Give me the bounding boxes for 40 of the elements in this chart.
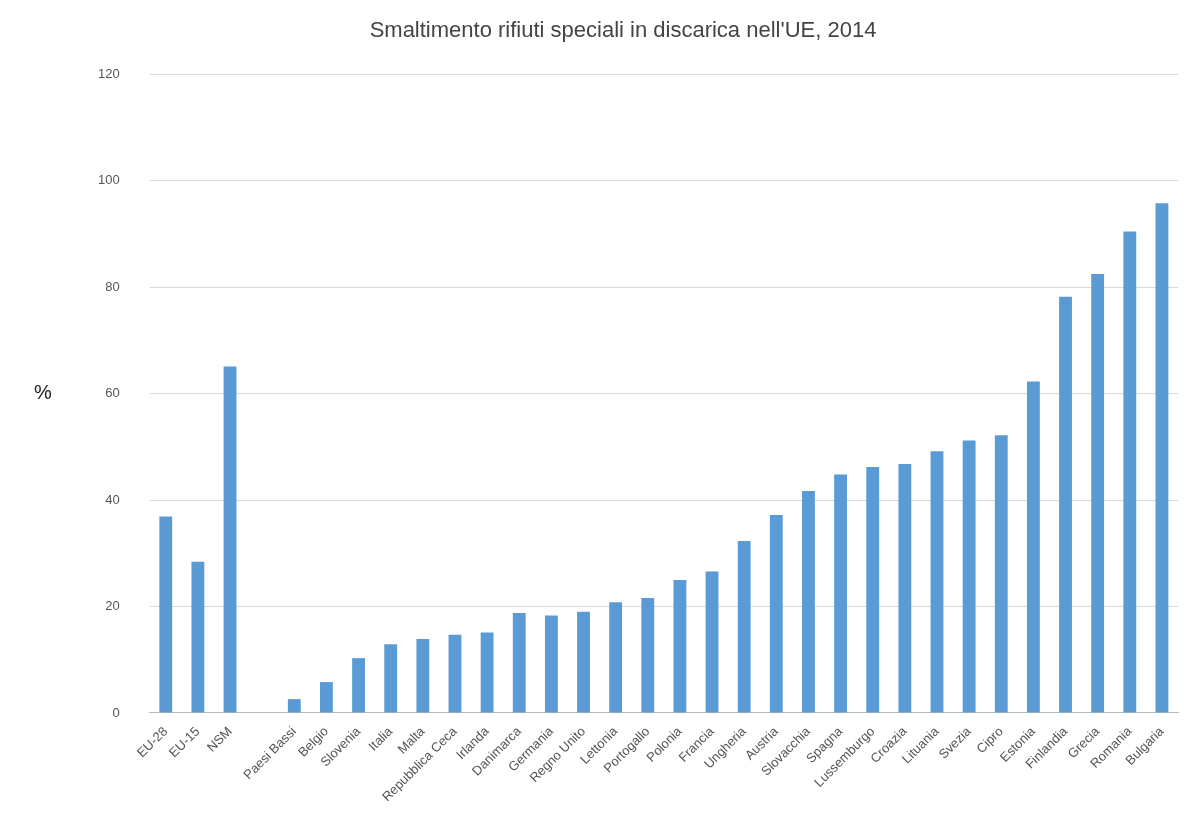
bar [866,467,880,713]
bar [609,602,623,713]
chart-title: Smaltimento rifiuti speciali in discarica nell'UE, 2014 [369,17,877,43]
bar [191,561,205,713]
bar [223,366,237,713]
bar [352,658,365,713]
bar [1059,296,1072,713]
bar [994,435,1008,713]
bar [1123,231,1137,713]
y-tick-label: 40 [105,491,120,507]
bar [287,699,301,713]
bar [512,612,526,713]
y-tick-label: 100 [97,172,120,188]
bar [834,474,848,713]
bar [416,639,430,713]
bar [577,611,590,713]
bar [320,682,333,713]
bar [1026,381,1040,713]
bar [384,644,398,713]
bar [641,598,655,713]
y-tick-label: 20 [105,598,120,614]
bar [898,463,912,713]
bar [1155,203,1169,713]
bar [962,440,976,713]
bar [159,516,173,713]
bar [802,491,815,713]
bar [544,615,558,713]
bar [930,451,944,713]
y-tick-label: 80 [105,278,120,294]
y-axis-title: % [34,381,53,404]
bar [1091,273,1105,713]
y-tick-label: 0 [112,704,120,720]
bar [705,571,719,713]
bar [673,579,687,713]
bar [737,541,751,713]
y-tick-label: 60 [105,385,120,401]
y-tick-label: 120 [97,65,120,81]
bar [448,634,462,713]
bar [769,515,783,713]
bar [480,632,494,713]
